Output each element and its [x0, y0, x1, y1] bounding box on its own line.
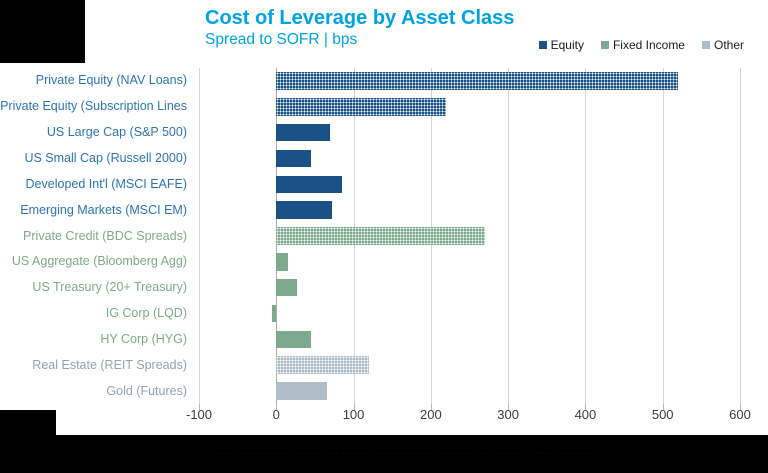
footnote-illegible-text: ··· ····· ········ ····· ······· ··· ···…	[203, 450, 593, 457]
legend-item-fixed_income: Fixed Income	[600, 38, 685, 52]
plot-area	[199, 68, 741, 410]
chart-title: Cost of Leverage by Asset Class	[205, 7, 515, 29]
axis-tick-mark	[662, 404, 664, 410]
bar	[276, 123, 331, 142]
axis-tick-mark	[585, 404, 587, 410]
legend-swatch-icon	[701, 41, 710, 49]
axis-tick-label: 300	[497, 407, 519, 422]
legend-item-other: Other	[701, 38, 744, 52]
category-label: US Large Cap (S&P 500)	[46, 125, 187, 140]
legend-label: Fixed Income	[612, 38, 685, 52]
category-label: Emerging Markets (MSCI EM)	[20, 202, 187, 217]
bar	[276, 149, 312, 168]
axis-tick-label: -100	[185, 407, 213, 422]
category-label: HY Corp (HYG)	[100, 331, 187, 346]
category-label: Developed Int'l (MSCI EAFE)	[25, 176, 187, 191]
axis-tick-label: 500	[651, 407, 674, 422]
category-labels-column: Private Equity (NAV Loans) Private Equity…	[0, 68, 187, 404]
bar	[276, 356, 370, 374]
axis-tick-label: 400	[574, 407, 597, 422]
footer-black-strip	[0, 435, 768, 473]
bar	[276, 201, 332, 219]
axis-tick-label: 600	[729, 407, 751, 422]
bar	[276, 253, 288, 271]
axis-tick-mark	[740, 404, 741, 410]
category-label: Real Estate (REIT Spreads)	[32, 357, 187, 372]
gridline	[585, 68, 587, 404]
bar	[276, 382, 327, 400]
category-label: US Aggregate (Bloomberg Agg)	[11, 254, 187, 269]
gridline	[740, 68, 741, 404]
axis-tick-mark	[508, 404, 510, 410]
category-label: Private Credit (BDC Spreads)	[23, 228, 187, 243]
axis-tick-label: 0	[272, 407, 280, 422]
category-label: IG Corp (LQD)	[105, 306, 187, 321]
legend-label: Equity	[550, 38, 584, 52]
gridline	[199, 68, 200, 404]
gridline	[662, 68, 664, 404]
axis-tick-mark	[276, 404, 278, 410]
bar	[276, 98, 447, 116]
bar	[272, 304, 277, 323]
axis-tick-label: 200	[419, 407, 442, 422]
axis-tick-mark	[353, 404, 355, 410]
x-axis-tick-labels: -100 0 100 200 300 400 500 600	[186, 407, 751, 425]
legend-swatch-icon	[600, 41, 609, 49]
legend: Equity Fixed Income Other	[538, 38, 744, 52]
category-label: Gold (Futures)	[106, 383, 187, 398]
legend-item-equity: Equity	[538, 38, 584, 52]
bar	[276, 72, 679, 90]
axis-tick-label: 100	[342, 407, 365, 422]
category-label: Private Equity (NAV Loans)	[35, 73, 187, 88]
bar	[276, 330, 312, 349]
bar	[276, 227, 485, 245]
redacted-logo-block	[0, 0, 85, 63]
legend-label: Other	[713, 38, 744, 52]
chart-subtitle: Spread to SOFR | bps	[205, 31, 358, 48]
category-label: US Small Cap (Russell 2000)	[24, 150, 187, 165]
bar	[276, 175, 342, 194]
axis-tick-mark	[199, 404, 200, 410]
axis-tick-mark	[430, 404, 432, 410]
bar	[276, 278, 298, 297]
legend-swatch-icon	[538, 41, 547, 49]
category-label: US Treasury (20+ Treasury)	[32, 280, 187, 295]
gridline	[508, 68, 510, 404]
category-label: Private Equity (Subscription Lines	[0, 99, 187, 114]
